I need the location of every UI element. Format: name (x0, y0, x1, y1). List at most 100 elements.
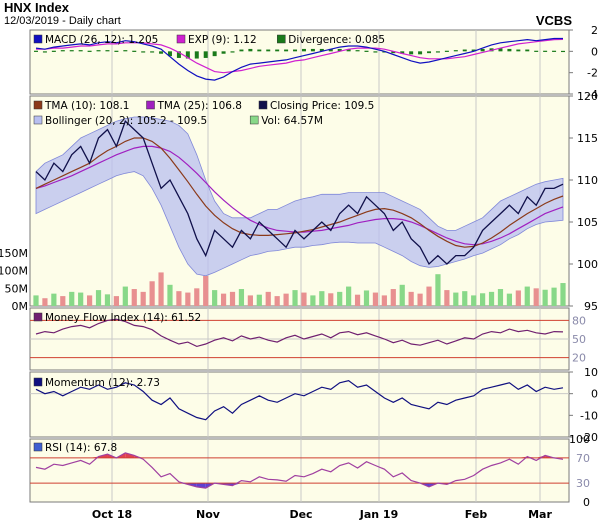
price-a-swatch-0 (33, 100, 43, 110)
volume-bar (95, 290, 102, 306)
momentum-ylabel-1: 0 (591, 388, 598, 401)
volume-bar (247, 295, 253, 306)
volume-bar (212, 290, 218, 306)
divergence-bar (293, 49, 298, 52)
volume-bar (435, 274, 441, 306)
divergence-bar (364, 50, 369, 52)
divergence-bar (301, 48, 306, 52)
momentum-swatch-0 (33, 377, 43, 387)
divergence-bar (337, 48, 342, 52)
volume-ylabel-0: 150M (0, 247, 28, 260)
chart-subtitle: 12/03/2019 - Daily chart (4, 15, 121, 27)
macd-swatch-2 (277, 34, 286, 44)
volume-bar (176, 291, 182, 306)
rsi-swatch-0 (33, 442, 43, 452)
macd-swatch-1 (176, 34, 186, 44)
divergence-bar (185, 51, 190, 59)
divergence-bar (284, 49, 289, 52)
divergence-bar (212, 51, 217, 57)
volume-bar (149, 281, 155, 306)
volume-bar (533, 288, 539, 306)
price-a-swatch-1 (146, 100, 155, 110)
volume-bar (542, 289, 548, 306)
divergence-bar (167, 51, 172, 57)
divergence-bar (34, 50, 38, 52)
volume-bar (104, 294, 111, 306)
divergence-bar (275, 49, 280, 52)
volume-bar (328, 293, 334, 306)
volume-bar (33, 295, 39, 306)
x-tick-label-5: Mar (528, 508, 552, 521)
volume-bar (471, 295, 477, 306)
divergence-bar (480, 48, 485, 52)
x-tick-label-2: Dec (289, 508, 312, 521)
volume-bar (319, 291, 325, 306)
rsi-ylabel-1: 70 (576, 452, 590, 465)
price-ylabel-3: 105 (577, 216, 598, 229)
volume-bar (256, 294, 262, 306)
volume-bar (390, 289, 396, 306)
volume-bar (372, 292, 379, 306)
volume-bar (60, 296, 66, 306)
divergence-bar (310, 48, 315, 52)
divergence-bar (409, 51, 414, 55)
macd-legend-0: MACD (26, 12): 1.205 (45, 34, 158, 46)
brand-label: VCBS (535, 13, 572, 28)
close-price-line (35, 120, 564, 266)
macd-panel-frame (29, 29, 570, 95)
volume-bar (462, 291, 468, 306)
divergence-bar (96, 50, 101, 52)
macd-swatch-0 (33, 34, 43, 44)
price-a-swatch-2 (258, 100, 268, 110)
volume-bar (167, 284, 173, 306)
divergence-bar (194, 51, 199, 59)
volume-bar (238, 289, 245, 306)
price-ylabel-0: 120 (577, 90, 598, 103)
mfi-ylabel-2: 20 (572, 352, 586, 365)
divergence-bar (230, 51, 235, 53)
divergence-bar (159, 51, 164, 54)
divergence-bar (105, 50, 110, 52)
divergence-bar (516, 49, 521, 52)
volume-bar (51, 293, 57, 306)
divergence-bar (462, 49, 467, 52)
rsi-legend-0: RSI (14): 67.8 (45, 442, 117, 454)
x-tick-label-0: Oct 18 (92, 508, 132, 521)
volume-ylabel-3: 0M (12, 300, 29, 313)
price-a-legend-2: Closing Price: 109.5 (270, 100, 374, 112)
volume-bar (220, 293, 227, 306)
macd-ylabel-3: -4 (587, 88, 598, 101)
exp-line (36, 38, 564, 74)
volume-bar (453, 292, 459, 306)
price-ylabel-1: 115 (577, 132, 598, 145)
divergence-bar (552, 50, 557, 52)
divergence-bar (87, 50, 92, 52)
momentum-line (35, 380, 564, 421)
mfi-line (35, 318, 564, 348)
divergence-bar (525, 49, 530, 52)
macd-ylabel-2: -2 (587, 67, 598, 80)
mfi-legend-0: Money Flow Index (14): 61.52 (45, 312, 201, 324)
volume-bar (203, 275, 209, 306)
divergence-bar (150, 51, 155, 53)
volume-bar (346, 286, 352, 306)
divergence-bar (328, 48, 333, 52)
volume-bar (194, 288, 200, 306)
divergence-bar (373, 51, 378, 53)
volume-bar (292, 290, 298, 306)
chart-title: HNX Index (4, 0, 70, 15)
momentum-ylabel-3: -20 (580, 431, 598, 444)
macd-line (35, 37, 563, 81)
rsi-line (35, 452, 564, 489)
divergence-bar (355, 50, 360, 52)
divergence-bar (507, 48, 512, 52)
volume-bar (515, 290, 521, 306)
divergence-bar (78, 50, 83, 52)
divergence-bar (444, 50, 449, 52)
volume-bar (140, 291, 146, 306)
x-tick-label-3: Jan 19 (359, 508, 398, 521)
volume-bar (551, 287, 557, 306)
rsi-panel-frame (29, 438, 570, 503)
volume-bar (337, 291, 343, 306)
